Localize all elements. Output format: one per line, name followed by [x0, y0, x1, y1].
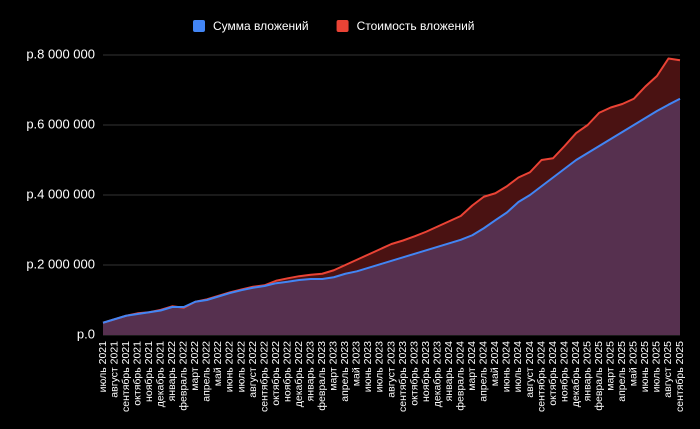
x-tick-label: октябрь 2021: [131, 341, 143, 406]
y-tick-label: р.4 000 000: [26, 186, 95, 201]
x-tick-label: июнь 2024: [501, 341, 513, 392]
x-tick-label: август 2024: [524, 341, 536, 398]
x-tick-label: май 2022: [212, 341, 224, 386]
x-tick-label: апрель 2025: [616, 341, 628, 402]
x-tick-label: июнь 2025: [639, 341, 651, 392]
x-tick-label: ноябрь 2022: [281, 341, 293, 402]
line: [102, 97, 681, 324]
x-tick-label: март 2022: [189, 341, 201, 391]
x-tick-label: август 2021: [108, 341, 120, 398]
x-tick-label: август 2023: [385, 341, 397, 398]
x-tick-label: ноябрь 2023: [420, 341, 432, 402]
x-tick-label: май 2025: [628, 341, 640, 386]
x-tick-label: декабрь 2023: [431, 341, 443, 407]
legend-swatch: [193, 20, 205, 32]
x-tick-label: март 2025: [605, 341, 617, 391]
x-tick-label: январь 2025: [581, 341, 593, 402]
x-tick-label: февраль 2024: [455, 341, 467, 411]
x-tick-label: сентябрь 2021: [120, 341, 132, 412]
x-tick-label: февраль 2022: [178, 341, 190, 411]
x-tick-label: февраль 2023: [316, 341, 328, 411]
x-tick-label: январь 2023: [305, 341, 317, 402]
x-tick-label: июль 2023: [374, 341, 386, 393]
area: [103, 98, 680, 335]
y-tick-label: р.8 000 000: [26, 46, 95, 61]
x-tick-label: июнь 2022: [224, 341, 236, 392]
x-tick-label: март 2024: [466, 341, 478, 391]
legend-label: Сумма вложений: [213, 19, 309, 33]
x-tick-label: декабрь 2021: [154, 341, 166, 407]
x-tick-label: октябрь 2024: [547, 341, 559, 406]
x-tick-label: март 2023: [328, 341, 340, 391]
x-tick-label: октябрь 2022: [270, 341, 282, 406]
x-tick-label: сентябрь 2024: [535, 341, 547, 412]
y-tick-label: р.2 000 000: [26, 256, 95, 271]
x-tick-label: январь 2022: [166, 341, 178, 402]
x-tick-label: декабрь 2024: [570, 341, 582, 407]
x-tick-label: июль 2021: [97, 341, 109, 393]
x-tick-label: февраль 2025: [593, 341, 605, 411]
x-tick-label: май 2024: [489, 341, 501, 386]
x-tick-label: август 2025: [662, 341, 674, 398]
x-tick-label: ноябрь 2021: [143, 341, 155, 402]
x-tick-label: июль 2024: [512, 341, 524, 393]
x-tick-label: май 2023: [351, 341, 363, 386]
legend-swatch: [336, 20, 349, 32]
x-tick-label: апрель 2022: [201, 341, 213, 402]
x-tick-label: январь 2024: [443, 341, 455, 402]
x-tick-label: декабрь 2022: [293, 341, 305, 407]
y-tick-label: р.6 000 000: [26, 116, 95, 131]
x-tick-label: апрель 2024: [478, 341, 490, 402]
legend-label: Стоимость вложений: [357, 19, 475, 33]
x-tick-label: сентябрь 2023: [397, 341, 409, 412]
x-tick-label: апрель 2023: [339, 341, 351, 402]
x-tick-label: октябрь 2023: [408, 341, 420, 406]
x-tick-label: ноябрь 2024: [558, 341, 570, 402]
x-tick-label: июль 2022: [235, 341, 247, 393]
x-tick-label: июль 2025: [651, 341, 663, 393]
x-tick-label: август 2022: [247, 341, 259, 398]
x-tick-label: сентябрь 2022: [258, 341, 270, 412]
y-tick-label: р.0: [77, 326, 95, 341]
x-tick-label: июнь 2023: [362, 341, 374, 392]
x-tick-label: сентябрь 2025: [674, 341, 686, 412]
